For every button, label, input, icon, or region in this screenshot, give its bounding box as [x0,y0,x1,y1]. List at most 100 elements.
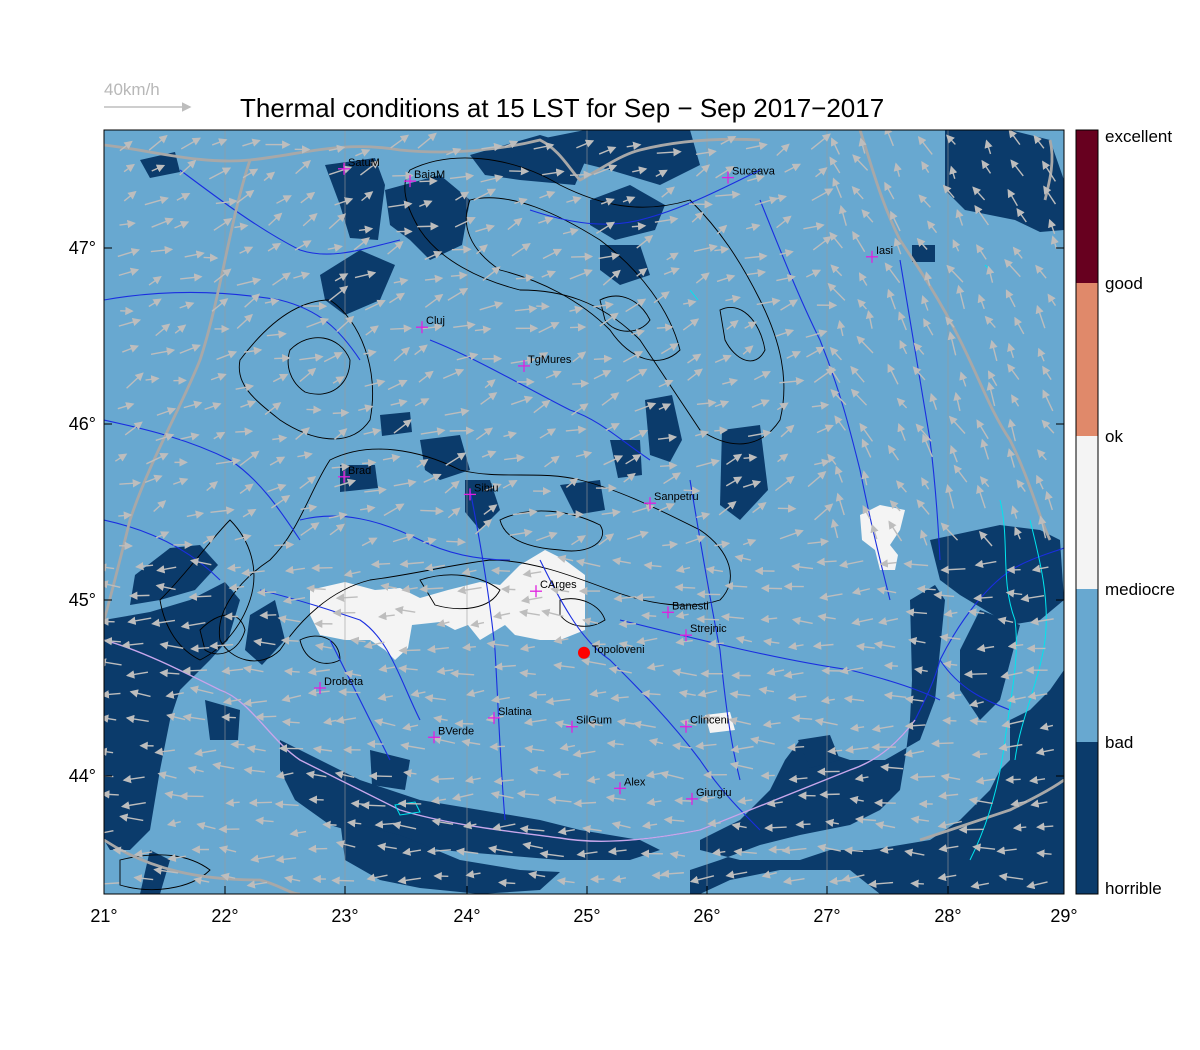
wind-arrow [225,798,240,807]
city-marker[interactable]: Banesti [662,600,709,619]
wind-arrow [228,583,245,592]
wind-arrow [387,379,408,391]
wind-arrow [155,531,170,539]
wind-arrow [830,518,839,539]
city-marker[interactable]: Sibiu [464,482,498,501]
wind-arrow [937,872,957,882]
city-marker[interactable]: SilGum [566,715,612,733]
city-marker[interactable]: Clinceni [680,715,729,733]
wind-arrow [730,744,754,754]
wind-arrow [970,881,989,890]
wind-arrow [424,694,446,703]
wind-arrow [998,743,1023,752]
wind-arrow [493,662,516,671]
wind-arrow [636,636,658,646]
wind-arrow [282,596,306,605]
wind-arrow [1016,479,1026,492]
city-marker[interactable]: Sanpetru [644,491,699,510]
wind-arrow [631,222,647,231]
wind-arrow [432,735,456,745]
city-marker[interactable]: Brad [338,465,371,483]
wind-arrow [510,356,536,365]
wind-arrow [430,774,455,784]
site-marker[interactable] [578,646,590,659]
wind-arrow [297,451,313,460]
wind-arrow [361,191,374,202]
wind-arrow [547,795,572,805]
city-marker[interactable]: CArges [530,579,577,598]
wind-arrow [350,799,365,809]
wind-arrow [166,818,181,828]
city-marker[interactable]: TgMures [518,354,572,372]
wind-arrow [1033,134,1045,149]
city-label: Drobeta [324,676,364,688]
wind-arrow [359,160,380,176]
wind-arrow [306,405,322,414]
wind-arrow [623,472,636,483]
wind-arrow [397,876,421,885]
city-marker[interactable]: SatuM [338,157,380,175]
wind-arrow [374,718,396,727]
city-marker[interactable]: BaiaM [404,169,445,188]
wind-arrow [234,222,249,231]
wind-arrow [762,719,781,729]
wind-arrow [814,717,838,726]
wind-arrow [973,593,993,603]
wind-arrow [243,698,268,707]
city-marker[interactable]: Strejnic [680,623,727,642]
wind-arrow [697,689,718,698]
city-marker[interactable]: Slatina [488,706,533,724]
wind-arrow [1037,347,1046,362]
city-marker[interactable]: Alex [614,776,646,795]
wind-arrow [626,141,642,150]
wind-arrow [204,402,222,411]
wind-arrow [819,592,843,601]
wind-arrow [916,499,930,515]
wind-arrow [976,244,987,260]
city-marker[interactable]: Iasi [866,245,893,263]
wind-arrow [535,352,549,361]
wind-arrow [646,797,662,807]
city-marker[interactable]: Suceava [722,166,776,184]
wind-arrow [942,184,955,199]
wind-arrow [363,640,385,650]
wind-arrow [400,742,426,751]
wind-arrow [675,611,689,620]
wind-arrow [606,739,624,748]
wind-arrow [1007,188,1018,207]
wind-arrow [586,775,600,784]
wind-arrow [327,243,343,252]
wind-arrow [363,427,382,436]
wind-arrow [363,349,377,358]
city-marker[interactable]: BVerde [428,725,474,744]
wind-arrow [666,252,679,261]
wind-arrow [695,430,710,439]
legend-swatch-excellent [1076,130,1098,283]
wind-arrow [266,330,287,339]
wind-arrow [157,771,177,780]
wind-arrow [777,453,789,463]
wind-arrow [827,453,837,465]
wind-arrow [213,218,233,231]
wind-arrow [921,477,930,490]
wind-arrow [155,433,175,442]
legend-colorbar [1075,129,1099,895]
wind-arrow [553,635,569,645]
wind-arrow [124,421,143,436]
city-marker[interactable]: Giurgiu [686,787,731,805]
wind-arrow [104,563,115,572]
wind-arrow [883,661,898,671]
wind-arrow [851,587,871,596]
wind-arrow [461,738,481,747]
wind-arrow [886,288,897,310]
wind-arrow [274,800,299,809]
city-marker[interactable]: Drobeta [314,676,364,694]
wind-arrow [221,666,244,675]
wind-arrow [328,213,347,230]
wind-arrow [858,272,868,286]
wind-arrow [559,742,576,752]
wind-arrow [539,850,564,859]
wind-arrow [856,335,874,354]
wind-arrow [421,322,443,332]
city-marker[interactable]: Cluj [416,315,445,334]
